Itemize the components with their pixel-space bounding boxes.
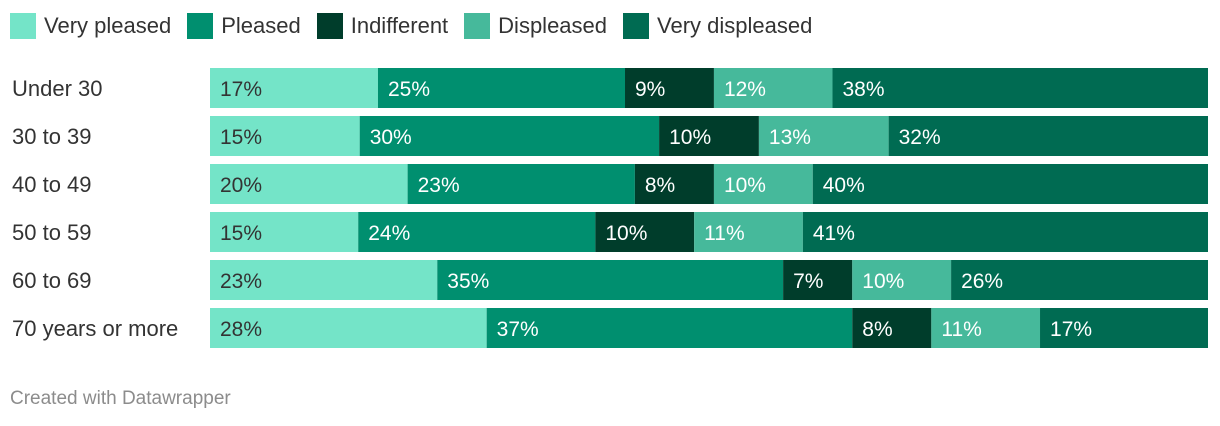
bar-segment-very-displeased [832, 68, 1208, 108]
bar-segment-very-pleased [210, 308, 487, 348]
stacked-bar-chart: Under 30 17% 25% 9% 12% 38% 30 to 39 15% 30% 10% 1… [12, 68, 1208, 348]
data-label: 40% [823, 174, 865, 197]
legend-item-very-pleased: Very pleased [10, 13, 171, 39]
bar-row-50-to-59: 50 to 59 15% 24% 10% 11% 41% [12, 212, 1208, 252]
bar-segment-pleased [359, 116, 660, 156]
bar-segment-very-pleased [210, 164, 408, 204]
data-label: 17% [1050, 318, 1092, 341]
bar-segment-indifferent [595, 212, 695, 252]
data-label: 35% [447, 270, 489, 293]
bar-segment-pleased [486, 308, 853, 348]
legend-label: Very pleased [44, 13, 172, 38]
bar-segment-very-pleased [210, 260, 438, 300]
data-label: 10% [724, 174, 766, 197]
data-label: 15% [220, 126, 262, 149]
bar-segment-displeased [852, 260, 952, 300]
bar-row-under-30: Under 30 17% 25% 9% 12% 38% [12, 68, 1208, 108]
bar-segment-very-pleased [210, 116, 360, 156]
bar-segment-very-displeased [802, 212, 1208, 252]
data-label: 10% [862, 270, 904, 293]
bar-segment-displeased [694, 212, 803, 252]
data-label: 7% [793, 270, 823, 293]
bar-row-40-to-49: 40 to 49 20% 23% 8% 10% 40% [12, 164, 1208, 204]
bar-segment-very-pleased [210, 68, 378, 108]
bar-segment-indifferent [852, 308, 932, 348]
bar-segment-displeased [713, 68, 833, 108]
bar-segment-indifferent [625, 68, 714, 108]
data-label: 26% [961, 270, 1003, 293]
legend-item-pleased: Pleased [187, 13, 301, 39]
bar-segment-displeased [758, 116, 889, 156]
data-label: 12% [724, 78, 766, 101]
row-label: 30 to 39 [12, 124, 92, 149]
legend-item-very-displeased: Very displeased [623, 13, 812, 39]
data-label: 37% [497, 318, 539, 341]
legend-swatch [623, 13, 650, 39]
row-label: 60 to 69 [12, 268, 92, 293]
legend-label: Indifferent [350, 13, 449, 38]
data-label: 11% [941, 318, 981, 341]
data-label: 24% [368, 222, 410, 245]
bar-segment-pleased [377, 68, 626, 108]
legend: Very pleased Pleased Indifferent Displeased… [10, 10, 828, 42]
legend-item-indifferent: Indifferent [316, 13, 449, 39]
data-label: 10% [669, 126, 711, 149]
row-label: 40 to 49 [12, 172, 92, 197]
legend-label: Pleased [221, 13, 301, 38]
bar-segment-displeased [931, 308, 1041, 348]
data-label: 10% [605, 222, 647, 245]
row-label: Under 30 [12, 76, 103, 101]
data-label: 32% [899, 126, 941, 149]
legend-label: Displeased [498, 13, 608, 38]
data-label: 41% [813, 222, 855, 245]
bar-row-30-to-39: 30 to 39 15% 30% 10% 13% 32% [12, 116, 1208, 156]
footer-credit[interactable]: Created with Datawrapper [10, 388, 231, 409]
data-label: 28% [220, 318, 262, 341]
bar-segment-displeased [713, 164, 813, 204]
bar-segment-very-displeased [1040, 308, 1208, 348]
legend-swatch [316, 13, 343, 39]
data-label: 8% [862, 318, 892, 341]
data-label: 17% [220, 78, 262, 101]
data-label: 20% [220, 174, 262, 197]
data-label: 23% [220, 270, 262, 293]
data-label: 25% [388, 78, 430, 101]
bar-row-70-years-or-more: 70 years or more 28% 37% 8% 11% 17% [12, 308, 1208, 348]
bar-segment-pleased [437, 260, 784, 300]
bar-segment-very-displeased [812, 164, 1208, 204]
bar-segment-indifferent [659, 116, 759, 156]
data-label: 11% [704, 222, 744, 245]
data-label: 30% [370, 126, 412, 149]
data-label: 8% [645, 174, 675, 197]
bar-segment-pleased [407, 164, 635, 204]
bar-segment-pleased [358, 212, 596, 252]
data-label: 23% [418, 174, 460, 197]
data-label: 9% [635, 78, 665, 101]
row-label: 70 years or more [12, 316, 178, 341]
legend-swatch [464, 13, 491, 39]
data-label: 13% [769, 126, 811, 149]
bar-row-60-to-69: 60 to 69 23% 35% 7% 10% 26% [12, 260, 1208, 300]
legend-label: Very displeased [657, 13, 813, 38]
bar-segment-very-displeased [951, 260, 1208, 300]
bar-segment-very-displeased [888, 116, 1208, 156]
bar-segment-very-pleased [210, 212, 359, 252]
data-label: 38% [843, 78, 885, 101]
bar-segment-indifferent [783, 260, 853, 300]
legend-swatch [187, 13, 214, 39]
legend-swatch [10, 13, 36, 39]
legend-item-displeased: Displeased [464, 13, 607, 39]
row-label: 50 to 59 [12, 220, 92, 245]
data-label: 15% [220, 222, 262, 245]
bar-segment-indifferent [634, 164, 714, 204]
